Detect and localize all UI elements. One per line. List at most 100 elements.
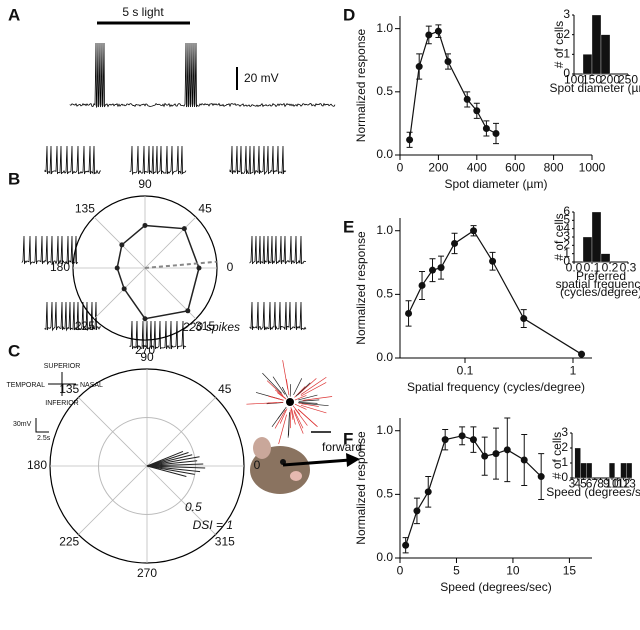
polar-ring — [98, 417, 196, 515]
polar-annotation: DSI = 1 — [193, 518, 233, 532]
data-point — [458, 432, 466, 440]
scale-label: 20 mV — [244, 71, 279, 85]
x-tick-label: 600 — [505, 161, 525, 175]
dendrite — [287, 412, 290, 438]
orientation-label: INFERIOR — [45, 400, 78, 407]
histogram-bar — [580, 462, 587, 479]
data-point — [492, 450, 500, 458]
histogram-bar — [626, 462, 633, 479]
data-point — [520, 456, 528, 464]
y-tick-label: 1.0 — [376, 21, 393, 35]
tuning-point — [119, 242, 125, 248]
y-axis-label: # of cells — [552, 21, 566, 68]
y-tick-label: 0 — [563, 66, 570, 80]
x-tick-label: 5 — [453, 564, 460, 578]
dendrite — [262, 372, 282, 394]
x-axis-label: Speed (degrees/sec) — [440, 580, 551, 594]
voltage-trace — [249, 301, 307, 331]
x-tick-label: 200 — [600, 72, 620, 86]
y-axis-label: Normalized response — [354, 231, 368, 345]
angle-label: 45 — [198, 201, 212, 215]
dendrite — [298, 399, 320, 402]
dendrite — [300, 382, 327, 397]
y-tick-label: 0.0 — [376, 550, 393, 564]
x-tick-label: 10 — [506, 564, 520, 578]
x-tick-label: 0.0 — [566, 260, 583, 274]
scale-label: 2.5s — [37, 435, 51, 442]
voltage-trace — [21, 235, 79, 266]
angle-label: 270 — [135, 343, 155, 357]
dendrite — [268, 395, 284, 401]
y-tick-label: 2 — [563, 238, 570, 252]
x-tick-label: 13 — [622, 476, 636, 490]
data-point — [463, 95, 471, 103]
x-tick-label: 400 — [467, 161, 487, 175]
x-tick-label: 3 — [569, 476, 576, 490]
y-tick-label: 1 — [561, 455, 568, 469]
x-tick-label: 0.2 — [602, 260, 619, 274]
y-axis-label: # of cells — [552, 213, 566, 260]
stimulus-label: 5 s light — [122, 5, 164, 19]
data-point — [470, 227, 478, 235]
data-point — [434, 27, 442, 35]
tuning-point — [142, 222, 148, 228]
angle-label: 225 — [75, 319, 95, 333]
polar-spoke — [144, 216, 197, 269]
y-tick-label: 0.0 — [376, 147, 393, 161]
angle-label: 180 — [27, 458, 47, 472]
histogram-bar — [591, 14, 602, 75]
angle-label: 315 — [215, 535, 235, 549]
cell-vector — [146, 460, 198, 467]
y-tick-label: 0.5 — [376, 487, 393, 501]
dendrite — [292, 405, 301, 415]
y-tick-label: 0.5 — [376, 287, 393, 301]
angle-label: 0 — [254, 458, 261, 472]
x-axis-label: Spot diameter (µm) — [550, 81, 640, 95]
data-point — [492, 130, 500, 138]
mouse-image — [250, 437, 310, 494]
dendrite — [282, 360, 289, 390]
y-tick-label: 1 — [563, 246, 570, 260]
angle-label: 315 — [195, 319, 215, 333]
dendrite — [301, 402, 329, 407]
x-axis-label: Spatial frequency (cycles/degree) — [407, 380, 585, 394]
r-tick-label: 0.5 — [185, 500, 202, 514]
cell-vector — [146, 451, 184, 467]
dendrite — [298, 394, 318, 401]
y-axis-label: # of cells — [550, 432, 564, 479]
angle-label: 225 — [59, 535, 79, 549]
dendrite — [302, 396, 333, 401]
x-tick-label: 150 — [582, 72, 602, 86]
data-point — [451, 239, 459, 247]
dendrite — [279, 408, 288, 424]
data-point — [482, 124, 490, 132]
x-axis-label: spatial frequency — [556, 277, 640, 291]
angle-label: 135 — [59, 382, 79, 396]
x-tick-label: 1 — [570, 364, 577, 378]
y-tick-label: 1.0 — [376, 223, 393, 237]
tuning-point — [142, 316, 148, 322]
dendrite — [297, 378, 317, 396]
angle-label: 135 — [75, 201, 95, 215]
x-tick-label: 0.1 — [584, 260, 601, 274]
orientation-label: SUPERIOR — [44, 363, 81, 370]
voltage-trace — [69, 42, 336, 109]
angle-label: 180 — [50, 260, 70, 274]
voltage-trace — [44, 145, 102, 175]
tuning-point — [181, 226, 187, 232]
x-tick-label: 11 — [611, 476, 624, 490]
dendrite — [274, 409, 286, 429]
x-tick-label: 9 — [603, 476, 610, 490]
y-tick-label: 0.0 — [376, 350, 393, 364]
data-point — [520, 315, 528, 323]
data-point — [418, 281, 426, 289]
data-point — [402, 541, 410, 549]
cell-vector — [146, 465, 187, 478]
angle-label: 270 — [137, 566, 157, 580]
y-tick-label: 1 — [563, 47, 570, 61]
dendrite — [291, 408, 296, 425]
x-tick-label: 12 — [617, 476, 631, 490]
forward-arrow — [346, 453, 360, 467]
voltage-trace — [229, 145, 287, 176]
y-axis-label: Normalized response — [354, 28, 368, 142]
